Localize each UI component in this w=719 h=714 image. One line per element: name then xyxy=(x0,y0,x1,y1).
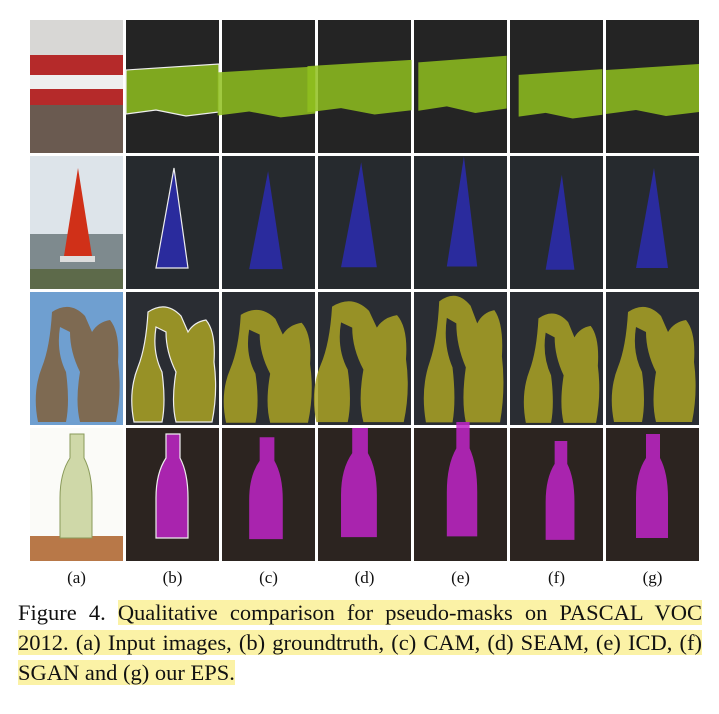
figure-grid: (a) (b) (c) (d) (e) (f) (g) xyxy=(30,20,699,587)
image-cell xyxy=(414,156,507,289)
image-cell xyxy=(414,20,507,153)
image-cell xyxy=(126,292,219,425)
image-cell xyxy=(510,428,603,561)
image-cell xyxy=(126,156,219,289)
column-label: (e) xyxy=(451,568,470,587)
column-label: (c) xyxy=(259,568,278,587)
image-cell xyxy=(30,428,123,561)
image-cell xyxy=(30,292,123,425)
mask xyxy=(217,66,316,118)
image-cell xyxy=(414,292,507,425)
image-cell xyxy=(125,20,220,153)
image-cell xyxy=(318,427,411,561)
image-cell xyxy=(606,156,699,289)
image-cell xyxy=(510,156,603,289)
mask xyxy=(518,69,603,119)
caption: Figure 4. Qualitative comparison for pse… xyxy=(18,598,702,688)
column-label: (a) xyxy=(67,568,86,587)
image-cell xyxy=(307,20,412,153)
mask xyxy=(125,63,220,117)
image-cell xyxy=(510,292,603,425)
column-label: (b) xyxy=(163,568,183,587)
column-label: (g) xyxy=(643,568,663,587)
image-cell xyxy=(313,292,411,425)
image-cell xyxy=(30,20,123,153)
column-labels: (a) (b) (c) (d) (e) (f) (g) xyxy=(67,568,662,587)
caption-text: Qualitative comparison for pseudo-masks … xyxy=(18,600,702,685)
image-cell xyxy=(606,292,699,425)
image-cell xyxy=(318,156,411,289)
image-cell xyxy=(510,20,603,153)
mask xyxy=(418,55,507,113)
image-cell xyxy=(30,156,123,289)
caption-label: Figure 4. xyxy=(18,600,106,625)
image-cell xyxy=(606,20,699,153)
image-cells xyxy=(30,20,699,561)
mask xyxy=(307,59,412,115)
image-cell xyxy=(222,428,315,561)
image-cell xyxy=(414,421,507,561)
image-cell xyxy=(222,156,315,289)
column-label: (d) xyxy=(355,568,375,587)
image-cell xyxy=(126,428,219,561)
image-cell xyxy=(217,20,316,153)
mask xyxy=(606,64,699,116)
image-cell xyxy=(606,428,699,561)
image-cell xyxy=(222,292,315,425)
column-label: (f) xyxy=(548,568,565,587)
